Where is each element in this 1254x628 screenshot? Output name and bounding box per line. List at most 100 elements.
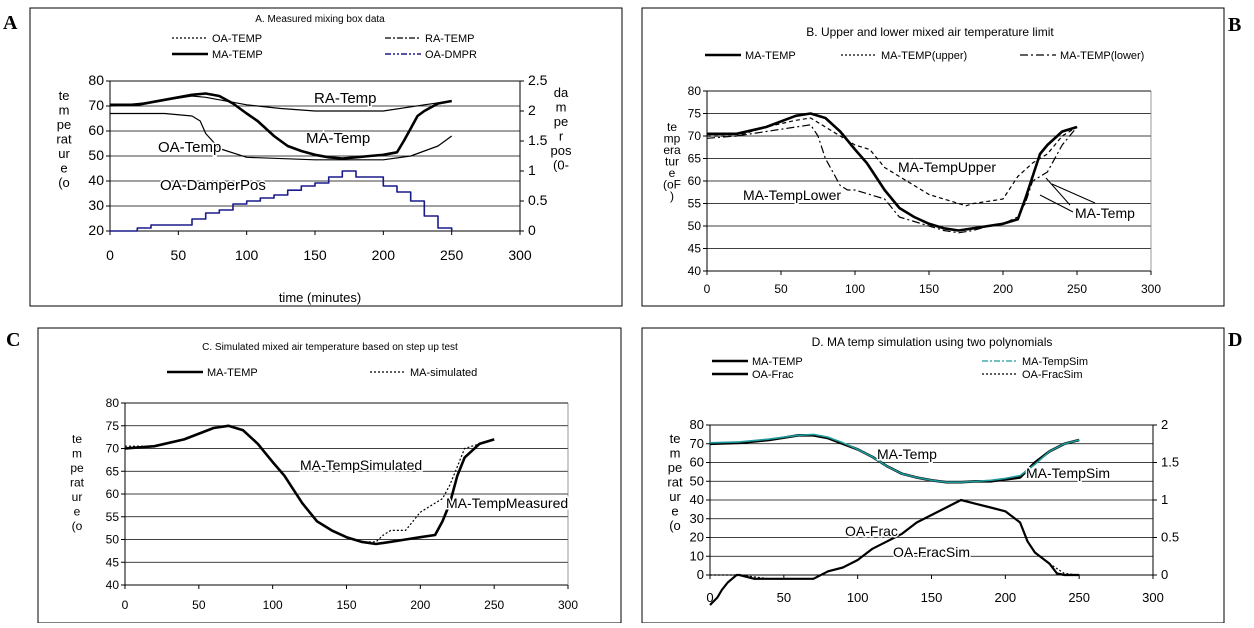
chart-d-legend-label: OA-Frac xyxy=(752,369,794,381)
chart-d-xtick-label: 0 xyxy=(706,590,713,605)
chart-a-ytick-label: 30 xyxy=(88,197,104,213)
chart-d-legend-label: OA-FracSim xyxy=(1022,369,1083,381)
chart-b-ytick-label: 40 xyxy=(688,264,702,278)
chart-b-legend-label: MA-TEMP(lower) xyxy=(1060,50,1144,62)
chart-b-ylabel-line: te xyxy=(667,120,677,134)
chart-d-ytick-label: 30 xyxy=(690,511,704,526)
chart-c-legend-label: MA-TEMP xyxy=(207,367,258,379)
panel-letter-d: D xyxy=(1228,329,1242,351)
chart-d-annotation: MA-TempSim xyxy=(1026,465,1110,481)
chart-b-annotation-leader xyxy=(1045,177,1071,206)
chart-b-xtick-label: 150 xyxy=(919,282,939,296)
chart-a-y2tick-label: 2.5 xyxy=(528,72,548,88)
panel-letter-c: C xyxy=(6,329,20,351)
chart-b-legend-label: MA-TEMP xyxy=(745,50,796,62)
chart-a-annotation: MA-Temp xyxy=(306,130,370,147)
chart-a-xtick-label: 200 xyxy=(372,247,396,263)
chart-c-xtick-label: 50 xyxy=(192,598,206,612)
chart-a-ylabel-line: te xyxy=(59,88,70,103)
chart-c-ylabel-line: rat xyxy=(70,476,85,490)
chart-a-y2tick-label: 1 xyxy=(528,162,536,178)
panel-d-frame xyxy=(641,327,1225,624)
chart-d-ytick-label: 40 xyxy=(690,492,704,507)
chart-b-annotation-leader xyxy=(1039,194,1074,213)
chart-a-y2label-line: r xyxy=(559,129,564,144)
chart-d-ylabel-line: ur xyxy=(669,489,681,504)
chart-b-ytick-label: 80 xyxy=(688,84,702,98)
chart-b-ytick-label: 70 xyxy=(688,129,702,143)
chart-b-ytick-label: 60 xyxy=(688,174,702,188)
chart-d-ytick-label: 10 xyxy=(690,548,704,563)
chart-b-xtick-label: 0 xyxy=(704,282,711,296)
chart-a-ylabel-line: e xyxy=(60,161,67,176)
chart-a-series-ra-temp xyxy=(109,95,452,112)
chart-d-annotation: MA-Temp xyxy=(877,446,937,462)
chart-d-annotation: OA-FracSim xyxy=(893,544,970,560)
chart-c-legend-label: MA-simulated xyxy=(410,367,477,379)
chart-c-ylabel-line: m xyxy=(72,447,82,461)
chart-d-y2tick-label: 0 xyxy=(1161,567,1168,582)
chart-d-ylabel-line: m xyxy=(670,446,681,461)
chart-c-ylabel-line: pe xyxy=(70,461,84,475)
chart-d-ytick-label: 20 xyxy=(690,530,704,545)
chart-a-xtick-label: 250 xyxy=(440,247,464,263)
chart-a-y2label-line: m xyxy=(556,100,567,115)
chart-b-ytick-label: 65 xyxy=(688,152,702,166)
chart-d-y2tick-label: 1.5 xyxy=(1161,455,1179,470)
chart-a-title: A. Measured mixing box data xyxy=(255,14,385,25)
chart-a-xlabel: time (minutes) xyxy=(279,290,361,305)
chart-d-xtick-label: 50 xyxy=(777,590,791,605)
chart-d-ylabel-line: rat xyxy=(667,475,683,490)
chart-d-annotation: OA-Frac xyxy=(845,523,898,539)
chart-b-series-ma-temp-lower- xyxy=(706,124,1078,234)
chart-b-xtick-label: 300 xyxy=(1141,282,1161,296)
chart-b-xtick-label: 250 xyxy=(1067,282,1087,296)
chart-d-y2tick-label: 2 xyxy=(1161,417,1168,432)
chart-d-xtick-label: 250 xyxy=(1068,590,1090,605)
chart-b-xtick-label: 200 xyxy=(993,282,1013,296)
chart-c-ytick-label: 45 xyxy=(106,555,120,569)
chart-b-ylabel-line: e xyxy=(669,166,676,180)
panel-b-frame xyxy=(641,7,1225,307)
chart-d-ytick-label: 0 xyxy=(697,567,704,582)
chart-d-ytick-label: 60 xyxy=(690,455,704,470)
chart-a-y2label-line: pe xyxy=(554,114,568,129)
panel-letter-b: B xyxy=(1228,14,1241,36)
chart-b-xtick-label: 50 xyxy=(774,282,788,296)
chart-a-xtick-label: 50 xyxy=(171,247,187,263)
chart-a-series-oa-temp xyxy=(110,112,453,161)
chart-a-series-oa-dmpr xyxy=(110,170,453,232)
chart-b-annotation: MA-TempUpper xyxy=(898,159,996,175)
chart-b-annotation-leader xyxy=(1051,183,1096,204)
chart-a-legend-label: OA-DMPR xyxy=(425,49,477,61)
chart-a-xtick-label: 0 xyxy=(106,247,114,263)
chart-d-legend-label: MA-TEMP xyxy=(752,356,803,368)
chart-c-series-ma-simulated xyxy=(125,425,495,543)
chart-c-ytick-label: 75 xyxy=(106,419,120,433)
chart-a-ytick-label: 70 xyxy=(88,97,104,113)
chart-b-annotation: MA-TempLower xyxy=(743,187,841,203)
chart-c-ytick-label: 50 xyxy=(106,533,120,547)
chart-a-y2label-line: da xyxy=(554,85,569,100)
chart-b-ytick-label: 50 xyxy=(688,219,702,233)
chart-a-xtick-label: 300 xyxy=(508,247,532,263)
chart-d-ylabel-line: te xyxy=(670,431,681,446)
chart-b-xtick-label: 100 xyxy=(845,282,865,296)
chart-a-y2label-line: pos xyxy=(551,143,572,158)
chart-a-ylabel-line: rat xyxy=(56,132,72,147)
chart-c-annotation: MA-TempMeasured xyxy=(446,495,568,511)
chart-a-annotation: OA-Temp xyxy=(158,139,221,156)
chart-a-y2tick-label: 0.5 xyxy=(528,192,548,208)
chart-b-ytick-label: 75 xyxy=(688,107,702,121)
chart-a-annotation: RA-Temp xyxy=(314,90,377,107)
chart-c-xtick-label: 250 xyxy=(484,598,504,612)
chart-b-annotation: MA-Temp xyxy=(1075,205,1135,221)
chart-c-ytick-label: 80 xyxy=(106,396,120,410)
chart-d-legend-label: MA-TempSim xyxy=(1022,356,1088,368)
chart-b-legend-label: MA-TEMP(upper) xyxy=(881,50,967,62)
chart-c-ylabel-line: (o xyxy=(72,519,83,533)
panel-letter-a: A xyxy=(3,12,18,34)
chart-c-title: C. Simulated mixed air temperature based… xyxy=(202,342,458,353)
chart-a-ytick-label: 50 xyxy=(88,147,104,163)
